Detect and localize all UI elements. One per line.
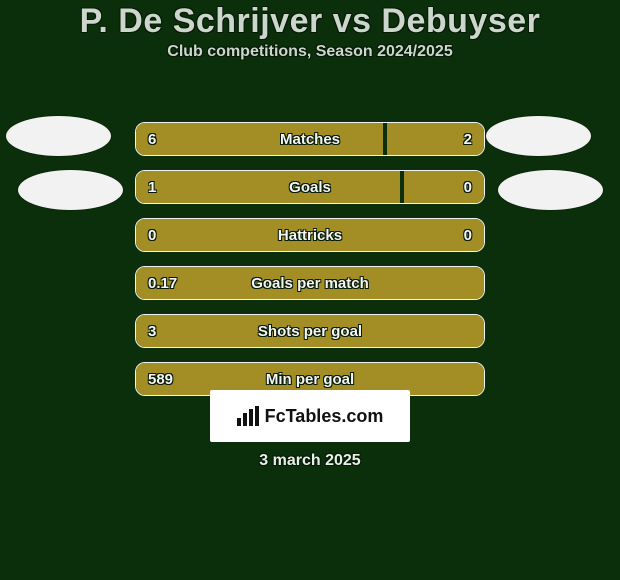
barchart-icon bbox=[237, 406, 259, 426]
fctables-logo: FcTables.com bbox=[210, 390, 410, 442]
stat-label: Goals bbox=[136, 171, 484, 203]
avatar-left bbox=[6, 116, 111, 156]
stat-row: 10Goals bbox=[135, 170, 485, 204]
stat-row: 0.17Goals per match bbox=[135, 266, 485, 300]
logo-text: FcTables.com bbox=[265, 406, 384, 427]
stat-row: 00Hattricks bbox=[135, 218, 485, 252]
stat-row: 62Matches bbox=[135, 122, 485, 156]
stat-label: Matches bbox=[136, 123, 484, 155]
stat-label: Goals per match bbox=[136, 267, 484, 299]
stat-row: 3Shots per goal bbox=[135, 314, 485, 348]
page-title: P. De Schrijver vs Debuyser bbox=[0, 2, 620, 43]
stat-label: Shots per goal bbox=[136, 315, 484, 347]
stat-label: Hattricks bbox=[136, 219, 484, 251]
avatar-right bbox=[486, 116, 591, 156]
avatar-left bbox=[18, 170, 123, 210]
stats-bars: 62Matches 10Goals 00Hattricks 0.17Goals per… bbox=[135, 122, 485, 410]
page-subtitle: Club competitions, Season 2024/2025 bbox=[0, 43, 620, 61]
generated-date: 3 march 2025 bbox=[0, 452, 620, 470]
avatar-right bbox=[498, 170, 603, 210]
